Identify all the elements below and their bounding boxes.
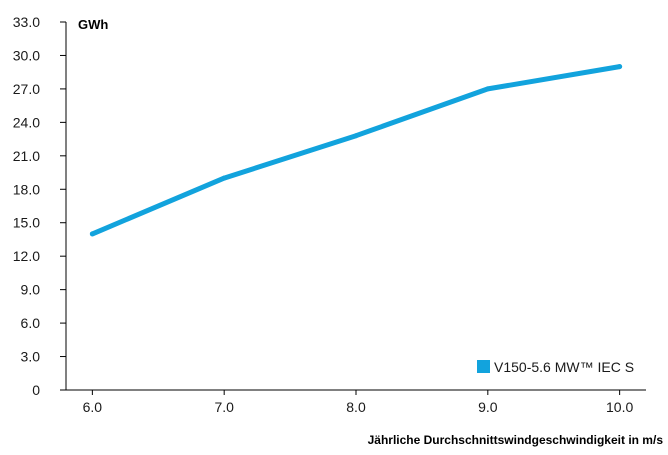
data-point (353, 133, 359, 139)
x-tick-label: 7.0 (214, 399, 234, 415)
legend: V150-5.6 MW™ IEC S (477, 359, 634, 375)
y-unit-label: GWh (78, 17, 108, 32)
y-tick-label: 24.0 (13, 114, 40, 130)
x-axis: 6.0 7.0 8.0 9.0 10.0 (66, 389, 646, 415)
y-tick-label: 9.0 (21, 282, 41, 298)
x-tick-label: 9.0 (478, 399, 498, 415)
y-tick-label: 3.0 (21, 349, 41, 365)
data-point (221, 175, 227, 181)
y-tick-label: 33.0 (13, 14, 40, 30)
x-tick-label: 10.0 (606, 399, 633, 415)
y-tick-label: 18.0 (13, 181, 40, 197)
series-layer (89, 64, 623, 237)
x-axis-title: Jährliche Durchschnittswindgeschwindigke… (368, 433, 664, 447)
y-tick-label: 0 (32, 382, 40, 398)
data-point (89, 231, 95, 237)
y-tick-label: 12.0 (13, 248, 40, 264)
y-tick-label: 30.0 (13, 47, 40, 63)
series-line (89, 64, 623, 237)
y-axis: 0 3.0 6.0 9.0 12.0 15.0 18.0 21.0 24.0 27.0 30.0 33… (13, 14, 67, 398)
legend-label: V150-5.6 MW™ IEC S (494, 359, 634, 375)
y-tick-label: 21.0 (13, 148, 40, 164)
x-tick-label: 8.0 (346, 399, 366, 415)
x-tick-label: 6.0 (83, 399, 103, 415)
y-tick-label: 15.0 (13, 215, 40, 231)
data-point (617, 64, 623, 70)
y-tick-label: 6.0 (21, 315, 41, 331)
legend-swatch (477, 360, 490, 373)
data-point (485, 86, 491, 92)
y-tick-label: 27.0 (13, 81, 40, 97)
